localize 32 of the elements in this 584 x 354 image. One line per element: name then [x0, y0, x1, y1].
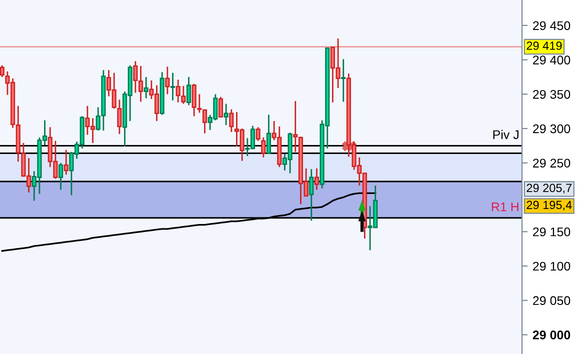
- candlestick: [261, 136, 266, 158]
- y-tick-label: 29 100: [533, 262, 570, 271]
- candlestick: [170, 72, 176, 102]
- candlestick: [314, 168, 319, 190]
- candlestick: [256, 126, 260, 142]
- y-tick-label: 29 450: [533, 21, 570, 30]
- candlestick: [144, 76, 148, 99]
- ref-line-label: Piv J: [493, 130, 518, 140]
- y-tick-label: 29 000: [532, 330, 570, 340]
- y-tick-label: 29 050: [533, 296, 570, 306]
- y-tick-label: 29 150: [533, 227, 570, 236]
- candlestick: [341, 58, 346, 102]
- candlestick: [218, 96, 224, 118]
- candlestick: [64, 149, 68, 176]
- y-tick-label: 29 400: [533, 56, 570, 64]
- candlestick: [58, 162, 64, 190]
- candlestick: [117, 98, 122, 135]
- y-tick-label: 29 300: [533, 124, 570, 134]
- y-tick-label: 29 350: [533, 90, 570, 99]
- candlestick: [229, 108, 234, 133]
- candlestick: [309, 168, 314, 222]
- text: 29 195,4: [526, 200, 572, 211]
- candlestick: [266, 114, 272, 155]
- candlestick: [224, 103, 228, 126]
- candlestick: [186, 76, 192, 106]
- text: 29 419: [526, 42, 562, 50]
- candlestick: [0, 64, 4, 78]
- text: 29 205,7: [526, 184, 572, 194]
- candlestick: [165, 66, 170, 95]
- candlestick: [192, 83, 196, 117]
- ref-line-label: R1 H: [492, 202, 518, 212]
- y-tick-label: 29 250: [533, 158, 570, 168]
